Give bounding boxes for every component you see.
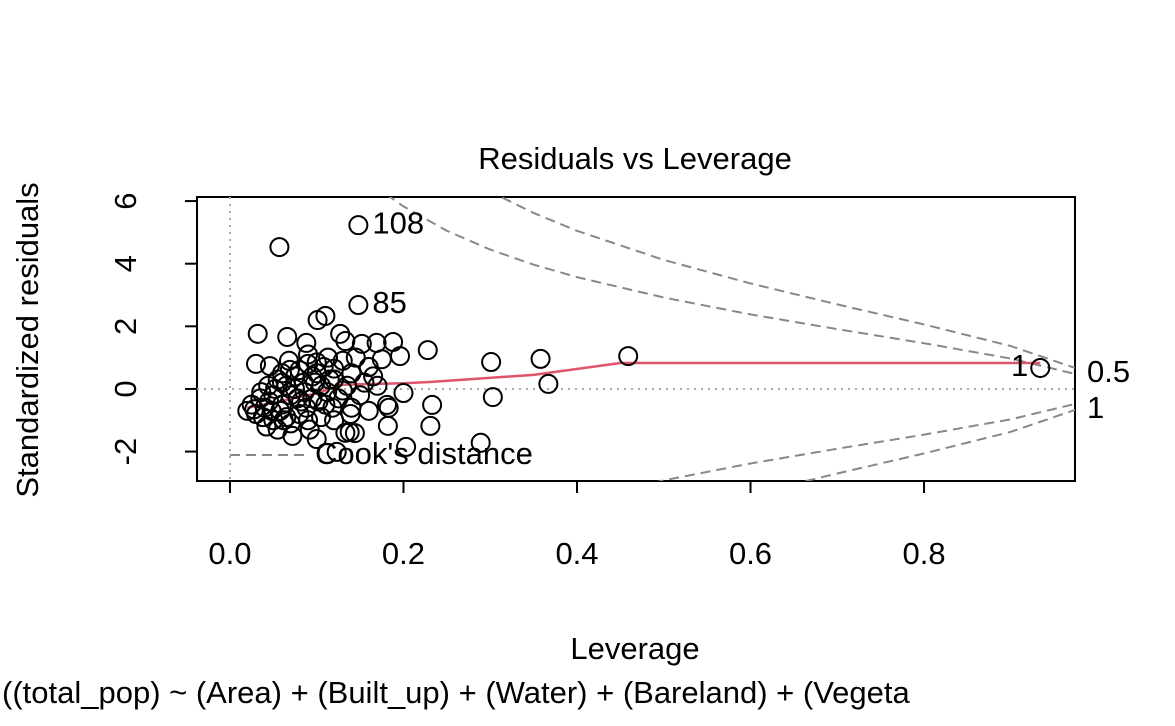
data-point	[470, 432, 491, 453]
data-point	[247, 323, 268, 344]
data-point	[277, 326, 298, 347]
data-point	[396, 436, 417, 457]
x-tick-label: 0.0	[208, 536, 251, 571]
y-tick-label: 2	[108, 318, 143, 335]
y-tick-label: 4	[108, 255, 143, 272]
data-point	[422, 394, 443, 415]
plot-area	[197, 197, 1075, 481]
x-tick-label: 0.6	[729, 536, 772, 571]
data-point	[241, 394, 262, 415]
chart-title: Residuals vs Leverage	[478, 141, 792, 176]
data-point	[299, 419, 320, 440]
data-point	[278, 350, 299, 371]
data-point	[378, 397, 399, 418]
data-point	[298, 344, 319, 365]
y-axis-label: Standardized residuals	[10, 182, 45, 497]
point-label: 85	[372, 285, 406, 320]
data-point	[326, 441, 347, 462]
data-point	[393, 383, 414, 404]
y-tick-label: 0	[108, 380, 143, 397]
data-point	[298, 410, 319, 431]
point-label: 1	[1011, 348, 1028, 383]
data-point	[482, 387, 503, 408]
data-point	[420, 415, 441, 436]
x-tick-label: 0.4	[555, 536, 598, 571]
data-point	[348, 295, 369, 316]
data-point	[287, 388, 308, 409]
cooks-level-label: 1	[1087, 390, 1104, 425]
data-point	[390, 346, 411, 367]
data-point	[371, 349, 392, 370]
data-point	[377, 394, 398, 415]
point-label: 108	[372, 205, 424, 240]
x-axis-label: Leverage	[570, 631, 699, 666]
data-point	[245, 353, 266, 374]
cooks-level-label: 0.5	[1087, 354, 1130, 389]
data-point	[285, 378, 306, 399]
data-point	[1030, 357, 1051, 378]
data-point	[269, 237, 290, 258]
data-point	[324, 358, 345, 379]
data-point	[351, 333, 372, 354]
data-point	[383, 331, 404, 352]
plot-frame	[196, 196, 1076, 482]
data-point	[330, 323, 351, 344]
cooks-curve	[498, 197, 1075, 369]
subtitle: ((total_pop) ~ (Area) + (Built_up) + (Wa…	[2, 675, 911, 710]
data-point	[377, 415, 398, 436]
data-point	[530, 348, 551, 369]
legend-label: Cook's distance	[315, 436, 533, 471]
cooks-curve	[388, 197, 1075, 375]
y-tick-label: -2	[108, 438, 143, 466]
data-point	[324, 410, 345, 431]
data-point	[618, 346, 639, 367]
x-tick-label: 0.2	[382, 536, 425, 571]
data-point	[358, 400, 379, 421]
data-point	[339, 422, 360, 443]
data-point	[319, 369, 340, 390]
data-point	[481, 352, 502, 373]
data-point	[363, 366, 384, 387]
data-point	[345, 347, 366, 368]
data-point	[272, 363, 293, 384]
x-tick-label: 0.8	[902, 536, 945, 571]
data-point	[307, 310, 328, 331]
data-point	[538, 373, 559, 394]
data-point	[258, 375, 279, 396]
data-point	[273, 410, 294, 431]
data-point	[350, 385, 371, 406]
cooks-curve	[801, 408, 1075, 481]
data-point	[417, 340, 438, 361]
data-point	[367, 375, 388, 396]
data-point	[251, 382, 272, 403]
y-tick-label: 6	[108, 192, 143, 209]
data-point	[348, 215, 369, 236]
data-point	[296, 332, 317, 353]
data-point	[304, 372, 325, 393]
data-point	[308, 391, 329, 412]
cooks-curve	[656, 402, 1075, 481]
data-point	[318, 347, 339, 368]
